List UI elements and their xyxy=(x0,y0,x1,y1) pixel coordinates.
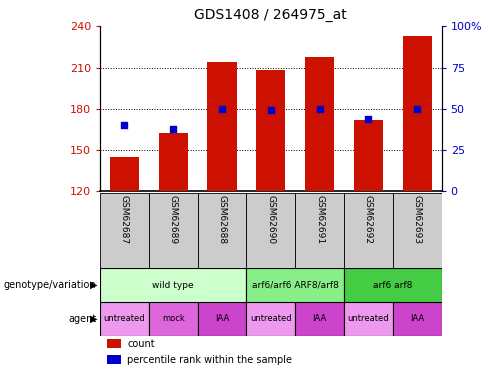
Bar xyxy=(207,62,237,191)
Point xyxy=(316,106,324,112)
Text: GSM62691: GSM62691 xyxy=(315,195,324,244)
Point xyxy=(267,107,275,113)
Text: GSM62690: GSM62690 xyxy=(266,195,275,244)
Text: GSM62692: GSM62692 xyxy=(364,195,373,244)
Text: arf6/arf6 ARF8/arf8: arf6/arf6 ARF8/arf8 xyxy=(252,280,339,290)
Bar xyxy=(198,193,246,268)
Bar xyxy=(198,302,246,336)
Point xyxy=(169,126,177,132)
Text: ▶: ▶ xyxy=(90,314,98,324)
Text: GSM62687: GSM62687 xyxy=(120,195,129,244)
Text: wild type: wild type xyxy=(152,280,194,290)
Text: agent: agent xyxy=(68,314,96,324)
Text: untreated: untreated xyxy=(347,314,389,323)
Bar xyxy=(100,193,149,268)
Bar xyxy=(344,268,442,302)
Bar xyxy=(149,193,198,268)
Bar xyxy=(110,157,139,191)
Bar xyxy=(403,36,432,191)
Bar xyxy=(107,339,121,348)
Bar xyxy=(149,302,198,336)
Text: IAA: IAA xyxy=(215,314,229,323)
Bar xyxy=(100,302,149,336)
Text: count: count xyxy=(127,339,155,349)
Point xyxy=(365,116,372,122)
Bar xyxy=(354,120,383,191)
Bar xyxy=(344,193,393,268)
Bar xyxy=(393,193,442,268)
Text: GSM62693: GSM62693 xyxy=(413,195,422,244)
Text: IAA: IAA xyxy=(410,314,425,323)
Bar xyxy=(256,70,285,191)
Text: untreated: untreated xyxy=(250,314,292,323)
Title: GDS1408 / 264975_at: GDS1408 / 264975_at xyxy=(194,9,347,22)
Bar xyxy=(107,355,121,364)
Bar xyxy=(246,193,295,268)
Bar xyxy=(100,268,246,302)
Text: GSM62689: GSM62689 xyxy=(169,195,178,244)
Text: arf6 arf8: arf6 arf8 xyxy=(373,280,412,290)
Text: percentile rank within the sample: percentile rank within the sample xyxy=(127,354,292,364)
Bar xyxy=(295,302,344,336)
Bar xyxy=(246,302,295,336)
Bar xyxy=(159,134,188,191)
Point xyxy=(121,122,128,128)
Bar xyxy=(344,302,393,336)
Text: GSM62688: GSM62688 xyxy=(218,195,226,244)
Bar xyxy=(246,268,344,302)
Point xyxy=(218,106,226,112)
Text: mock: mock xyxy=(162,314,184,323)
Bar xyxy=(295,193,344,268)
Point xyxy=(413,106,421,112)
Text: IAA: IAA xyxy=(312,314,327,323)
Text: genotype/variation: genotype/variation xyxy=(3,280,96,290)
Bar xyxy=(305,57,334,191)
Bar xyxy=(393,302,442,336)
Text: ▶: ▶ xyxy=(90,280,98,290)
Text: untreated: untreated xyxy=(103,314,145,323)
